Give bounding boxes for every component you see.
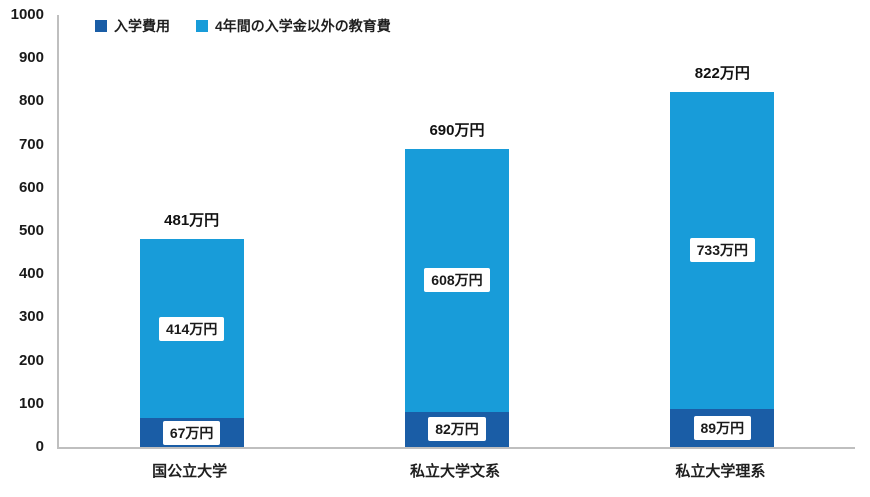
y-axis-tick-label: 100 xyxy=(18,394,44,412)
bar-segment-label: 733万円 xyxy=(689,238,755,263)
bar-segment-label: 608万円 xyxy=(424,268,490,293)
bar-segment: 608万円 xyxy=(404,148,509,412)
bar-segment-label: 67万円 xyxy=(162,420,221,445)
y-axis-tick-label: 1000 xyxy=(10,6,44,23)
y-axis: 0 100 200 300 400 500 600 700 800 900 1000 xyxy=(0,6,48,455)
y-axis-tick-label: 300 xyxy=(18,308,44,326)
y-axis-tick-label: 700 xyxy=(18,135,44,153)
legend-label: 4年間の入学金以外の教育費 xyxy=(215,18,391,34)
bar-total-label: 822万円 xyxy=(694,64,750,82)
bar-segment-label: 82万円 xyxy=(428,417,486,442)
bar-slot: 481万円 414万円 67万円 xyxy=(59,15,324,447)
bar-slot: 822万円 733万円 89万円 xyxy=(590,15,855,447)
y-axis-tick-label: 800 xyxy=(18,92,44,110)
bar-segment: 89万円 xyxy=(670,408,775,447)
x-axis-category-label: 国公立大学 xyxy=(152,463,228,480)
y-axis-tick-label: 0 xyxy=(35,438,44,455)
legend-label: 入学費用 xyxy=(114,18,170,34)
legend-item: 入学費用 xyxy=(95,16,170,36)
x-axis-category-label: 私立大学理系 xyxy=(675,463,766,480)
legend-swatch-icon xyxy=(95,20,107,32)
bar-stack: 608万円 82万円 xyxy=(404,148,509,447)
bar-segment: 82万円 xyxy=(404,411,509,447)
bar-stack: 414万円 67万円 xyxy=(139,239,244,447)
bar-segment: 733万円 xyxy=(670,91,775,409)
bar-total-label: 481万円 xyxy=(164,212,220,230)
y-axis-tick-label: 600 xyxy=(18,178,44,196)
legend-item: 4年間の入学金以外の教育費 xyxy=(196,16,391,36)
y-axis-tick-label: 500 xyxy=(18,222,44,239)
y-axis-tick-label: 900 xyxy=(18,49,44,67)
bar-segment-label: 89万円 xyxy=(693,415,752,440)
chart-legend: 入学費用 4年間の入学金以外の教育費 xyxy=(95,16,391,36)
bar-stack: 733万円 89万円 xyxy=(670,91,775,447)
plot-area: 481万円 414万円 67万円 690万円 608万円 82万円 822万円 733万円 89… xyxy=(57,15,855,449)
x-axis-category-label: 私立大学文系 xyxy=(409,463,500,480)
legend-swatch-icon xyxy=(196,20,208,32)
bar-total-label: 690万円 xyxy=(429,121,485,139)
bar-segment: 67万円 xyxy=(139,418,244,447)
bar-segment-label: 414万円 xyxy=(158,316,225,341)
bar-segment: 414万円 xyxy=(139,239,244,419)
y-axis-tick-label: 400 xyxy=(18,265,44,283)
y-axis-tick-label: 200 xyxy=(18,351,44,369)
x-axis-labels: 国公立大学 私立大学文系 私立大学理系 xyxy=(57,460,853,481)
bar-slot: 690万円 608万円 82万円 xyxy=(324,15,589,447)
